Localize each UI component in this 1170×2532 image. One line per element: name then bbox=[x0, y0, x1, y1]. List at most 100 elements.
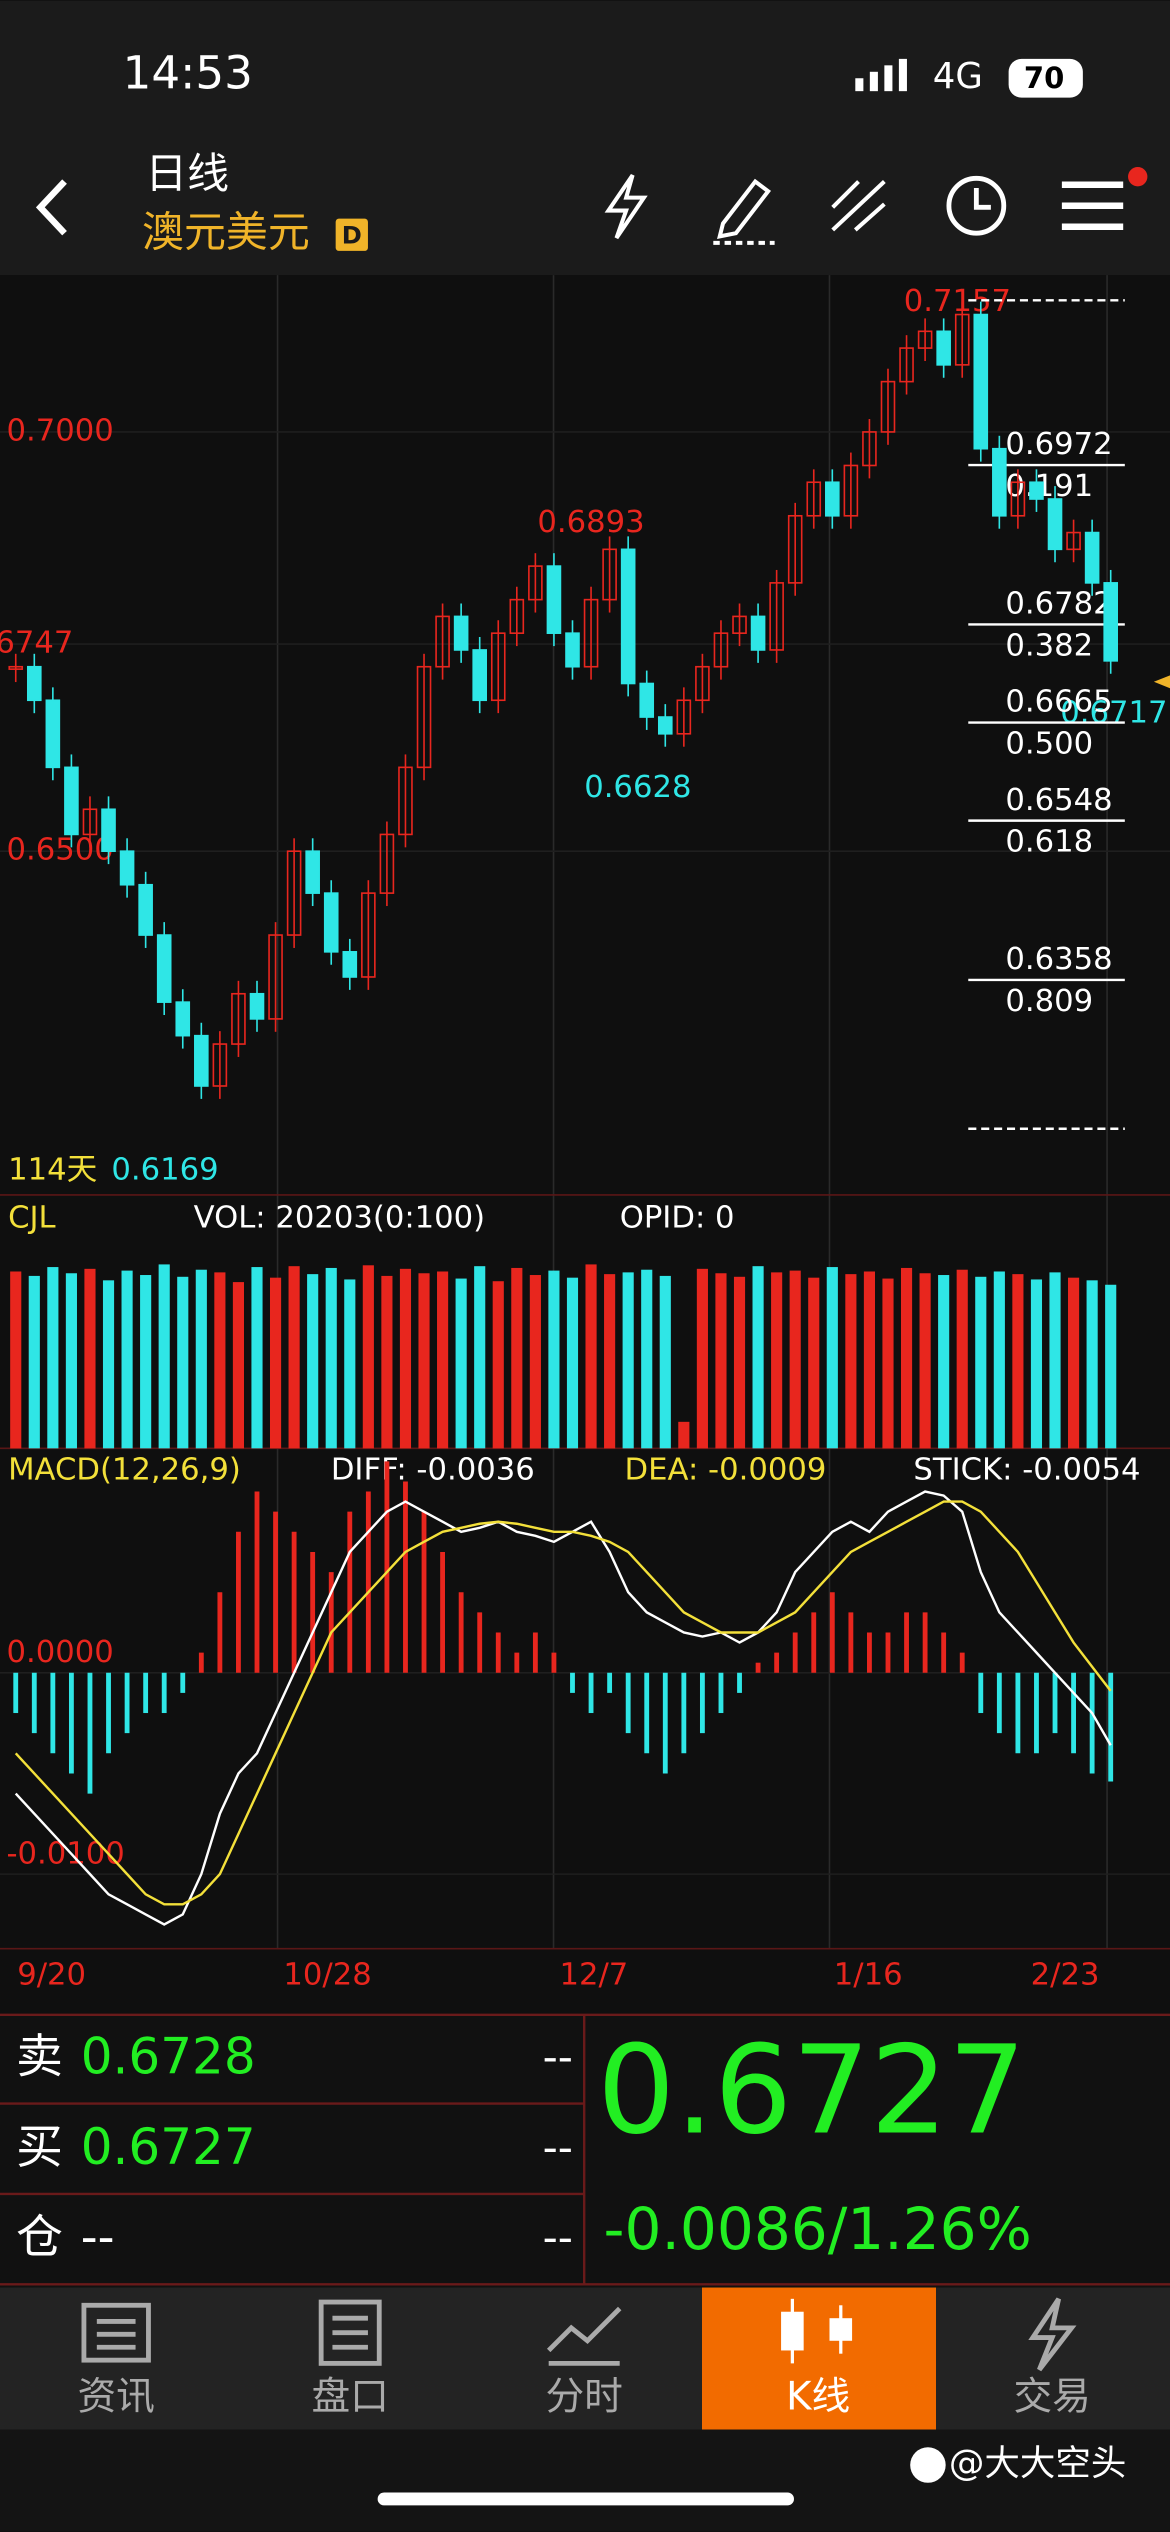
candle bbox=[1066, 531, 1081, 551]
fib-price: 0.6358 bbox=[1005, 942, 1112, 977]
candle bbox=[212, 1043, 228, 1087]
volume-bar bbox=[826, 1267, 838, 1449]
candle bbox=[657, 716, 673, 735]
volume-bar bbox=[269, 1277, 282, 1449]
clock: 14:53 bbox=[123, 47, 253, 100]
candle bbox=[8, 665, 24, 670]
volume-bar bbox=[919, 1273, 931, 1449]
volume-bar bbox=[65, 1273, 77, 1449]
tab[interactable]: 交易 bbox=[1013, 2374, 1090, 2419]
tab[interactable]: K线 bbox=[786, 2374, 850, 2419]
volume-bar bbox=[325, 1267, 337, 1449]
candle bbox=[973, 313, 989, 450]
tab[interactable]: 盘口 bbox=[311, 2374, 388, 2419]
opid-label: OPID: 0 bbox=[620, 1201, 735, 1236]
volume-bar bbox=[604, 1274, 616, 1449]
peak-label: 0.7157 bbox=[904, 284, 1011, 319]
bottom-bg bbox=[0, 2429, 1170, 2532]
volume-bar bbox=[548, 1270, 560, 1449]
candle bbox=[1010, 481, 1026, 517]
candle bbox=[45, 699, 61, 769]
candle bbox=[750, 615, 766, 651]
indicator-icon[interactable] bbox=[831, 180, 886, 232]
volume-bar bbox=[1030, 1279, 1043, 1449]
candle bbox=[825, 481, 840, 517]
back-button[interactable] bbox=[35, 179, 67, 236]
volume-bar bbox=[1086, 1280, 1098, 1449]
volume-bar bbox=[177, 1276, 189, 1449]
candle bbox=[787, 514, 803, 584]
volume-bar bbox=[214, 1272, 226, 1449]
candle bbox=[101, 808, 116, 853]
volume-bar bbox=[1068, 1277, 1080, 1449]
candle bbox=[769, 582, 784, 651]
candle bbox=[954, 313, 970, 366]
candle bbox=[602, 548, 617, 601]
signal-icon bbox=[855, 58, 907, 92]
volume-bar bbox=[121, 1270, 133, 1449]
candle bbox=[138, 883, 153, 936]
change: -0.0086/1.26% bbox=[604, 2195, 1032, 2263]
candle bbox=[305, 850, 320, 894]
volume-bar bbox=[975, 1276, 987, 1449]
volume-bar bbox=[28, 1275, 40, 1449]
volume-bar bbox=[455, 1278, 467, 1449]
volume-bar bbox=[102, 1280, 115, 1449]
clock-icon[interactable] bbox=[946, 175, 1007, 236]
home-indicator bbox=[377, 2492, 794, 2506]
candle bbox=[583, 598, 599, 668]
draw-icon[interactable] bbox=[713, 178, 775, 245]
dea-label: DEA: -0.0009 bbox=[625, 1452, 827, 1487]
volume-bar bbox=[566, 1277, 579, 1449]
candle bbox=[26, 665, 42, 702]
chart-bg bbox=[0, 275, 1170, 2015]
candle bbox=[435, 615, 450, 668]
low-label: 0.6169 bbox=[111, 1152, 218, 1187]
y-tick-label: 0.6500 bbox=[6, 833, 113, 868]
candle bbox=[899, 347, 914, 383]
volume-bar bbox=[437, 1271, 449, 1449]
candle bbox=[194, 1034, 209, 1087]
candle bbox=[1047, 498, 1063, 551]
volume-bar bbox=[641, 1269, 653, 1449]
macd-title: MACD(12,26,9) bbox=[8, 1452, 241, 1487]
high-label: 0.6893 bbox=[537, 505, 644, 540]
candle bbox=[546, 565, 562, 634]
sell-size: -- bbox=[543, 2032, 573, 2081]
candle bbox=[119, 850, 135, 886]
fib-ratio: 0.809 bbox=[1005, 984, 1093, 1019]
volume-bar bbox=[789, 1270, 801, 1449]
candle bbox=[453, 615, 469, 651]
volume-bar bbox=[307, 1274, 319, 1449]
y-tick-label: -0.0100 bbox=[6, 1836, 124, 1871]
volume-bar bbox=[1012, 1274, 1024, 1449]
candle bbox=[379, 833, 395, 894]
candle bbox=[398, 766, 413, 836]
tab-bar bbox=[0, 2287, 1170, 2430]
x-label: 2/23 bbox=[1031, 1958, 1100, 1993]
volume-bar bbox=[529, 1275, 541, 1449]
volume-bar bbox=[585, 1264, 597, 1449]
candle bbox=[917, 330, 933, 349]
badge-bg bbox=[335, 218, 368, 251]
sell-price: 0.6728 bbox=[81, 2027, 256, 2085]
active-tab bbox=[702, 2287, 936, 2430]
fib-ratio: 0.500 bbox=[1005, 727, 1093, 762]
candle bbox=[695, 665, 710, 702]
volume-bar bbox=[900, 1267, 913, 1449]
candle bbox=[936, 330, 951, 366]
x-label: 1/16 bbox=[834, 1958, 903, 1993]
candle bbox=[862, 431, 877, 467]
tab[interactable]: 分时 bbox=[545, 2374, 622, 2419]
candle bbox=[713, 632, 729, 668]
volume-bar bbox=[362, 1265, 374, 1449]
watermark: @大大空头 bbox=[949, 2443, 1127, 2484]
volume-bar bbox=[195, 1269, 207, 1449]
menu-icon[interactable] bbox=[1061, 181, 1124, 230]
flash-icon[interactable] bbox=[604, 173, 648, 240]
position-label: 仓 bbox=[16, 2211, 63, 2265]
tab[interactable]: 资讯 bbox=[77, 2374, 154, 2419]
volume-bar bbox=[381, 1275, 393, 1449]
y-tick-label: 0.7000 bbox=[6, 413, 113, 448]
candle bbox=[992, 447, 1007, 517]
